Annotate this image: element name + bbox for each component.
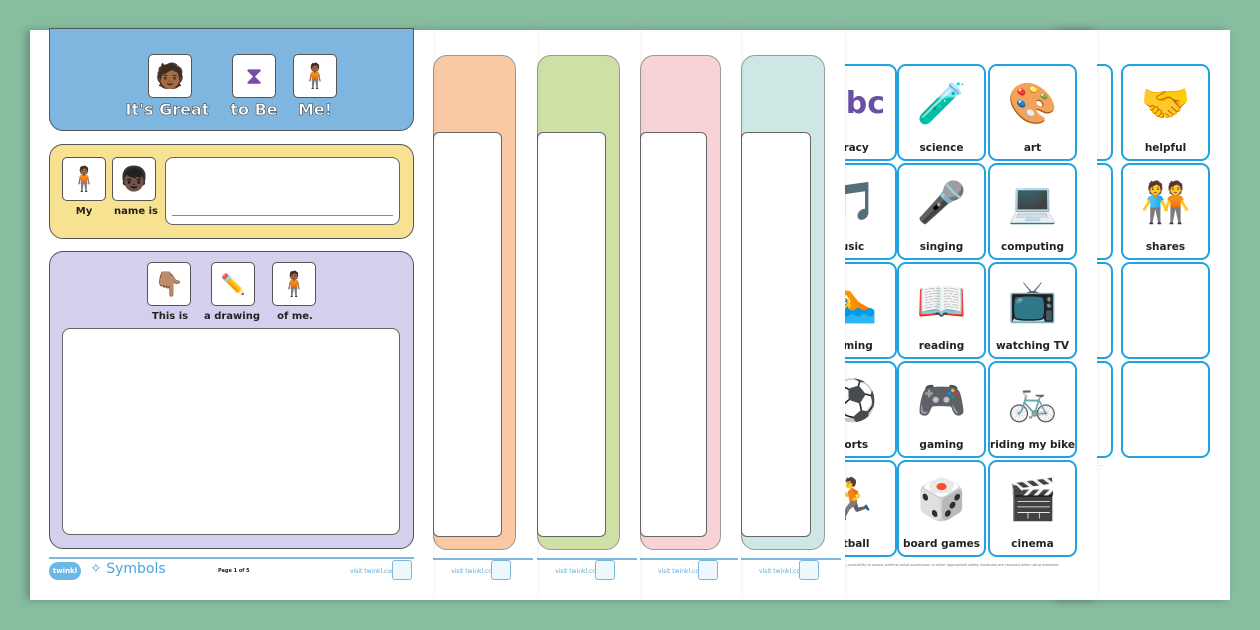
visit-link[interactable]: visit twinkl.com (350, 568, 397, 575)
twinkl-badge-icon (799, 560, 819, 580)
card-caption: watching TV (995, 340, 1070, 352)
activity-card: 🎨 art (988, 64, 1077, 161)
teal-page: visit twinkl.com (741, 30, 845, 600)
name-word: My (75, 206, 93, 217)
card-caption: board games (902, 538, 981, 550)
header-word: Me! (297, 100, 333, 120)
card-caption: gaming (919, 439, 964, 451)
activity-card: abc eracy (845, 64, 897, 161)
card-caption: mming (845, 340, 873, 352)
activity-card: 🏊 mming (845, 262, 897, 359)
back-disclaimer: ... (1100, 462, 1104, 467)
card-caption: science (919, 142, 964, 154)
activity-card: 🎲 board games (897, 460, 986, 557)
sparkle-icon: ✧ (90, 561, 102, 577)
card-caption: ports (845, 439, 869, 451)
person-icon: 🧍🏾 (62, 157, 106, 201)
card-caption: usic (845, 241, 865, 253)
activity-card: 🎮 gaming (897, 361, 986, 458)
back-activity-card (1121, 262, 1210, 359)
activity-card: 🚲 riding my bike (988, 361, 1077, 458)
activity-card: 🎬 cinema (988, 460, 1077, 557)
header-word: to Be (230, 100, 278, 120)
person-icon: 🧍🏾 (272, 262, 316, 306)
twinkl-badge-icon (595, 560, 615, 580)
card-caption: helpful (1144, 142, 1187, 154)
twinkl-badge-icon (392, 560, 412, 580)
drawing-word: of me. (277, 311, 313, 322)
card-picture-icon: 📖 (916, 279, 967, 325)
card-picture-icon: 🚲 (1007, 378, 1058, 424)
card-caption: computing (1001, 241, 1064, 253)
card-picture-icon: 🏊 (845, 272, 895, 332)
card-caption: otball (845, 538, 870, 550)
name-input[interactable] (165, 157, 400, 225)
activity-card-page: abc eracy 🧪 science 🎨 art 🎵 usic 🎤 singing 💻 comput… (845, 30, 1097, 600)
activity-card: 🎵 usic (845, 163, 897, 260)
green-page: visit twinkl.com (537, 30, 640, 600)
hourglass-icon: ⧗ (232, 54, 276, 98)
name-word: name is (114, 206, 158, 217)
card-picture-icon: 🎨 (1007, 81, 1058, 127)
pink-page: visit twinkl.com (640, 30, 741, 600)
child-icon: 👦🏿 (112, 157, 156, 201)
hand-pointing-icon: 👇🏽 (147, 262, 191, 306)
front-page: 🧑🏾 ⧗ 🧍🏾 It's Great to Be Me! 🧍🏾 👦🏿 My na… (30, 28, 433, 600)
card-picture-icon: 💻 (1007, 180, 1058, 226)
drawing-icon: ✏️ (211, 262, 255, 306)
visit-link[interactable]: visit twinkl.com (658, 568, 705, 575)
card-picture-icon: 🧑‍🤝‍🧑 (1140, 180, 1191, 226)
page-number: Page 1 of 5 (218, 568, 250, 574)
card-picture-icon: 🎲 (916, 477, 967, 523)
header-word: It's Great (125, 100, 210, 120)
card-caption: eracy (845, 142, 869, 154)
card-caption: cinema (1011, 538, 1054, 550)
visit-link[interactable]: visit twinkl.com (555, 568, 602, 575)
activity-card: 💻 computing (988, 163, 1077, 260)
visit-link[interactable]: visit twinkl.com (451, 568, 498, 575)
person-icon: 🧍🏾 (293, 54, 337, 98)
card-picture-icon: ⚽ (845, 371, 895, 431)
activity-card: ⚽ ports (845, 361, 897, 458)
back-activity-card: 🤝 helpful (1121, 64, 1210, 161)
card-caption: riding my bike (990, 439, 1075, 451)
symbols-brand: ✧ Symbols (90, 561, 166, 577)
card-picture-icon: 🤝 (1140, 81, 1191, 127)
card-picture-icon: 🧪 (916, 81, 967, 127)
face-icon: 🧑🏾 (148, 54, 192, 98)
activity-card: 🎤 singing (897, 163, 986, 260)
activity-card: 📖 reading (897, 262, 986, 359)
drawing-word: a drawing (203, 311, 260, 322)
card-caption: shares (1145, 241, 1186, 253)
card-picture-icon: 🎬 (1007, 477, 1058, 523)
card-picture-icon: 🎵 (845, 173, 895, 233)
card-caption: art (1023, 142, 1042, 154)
card-disclaimer: ...ponsibility to assess whether adult s… (845, 563, 1060, 567)
header-panel (49, 28, 414, 131)
orange-page: visit twinkl.com (433, 30, 537, 600)
twinkl-badge-icon (698, 560, 718, 580)
card-picture-icon: 🎤 (916, 180, 967, 226)
drawing-area[interactable] (62, 328, 400, 535)
activity-card: 🏃 otball (845, 460, 897, 557)
back-activity-card: 🧑‍🤝‍🧑 shares (1121, 163, 1210, 260)
card-picture-icon: abc (845, 86, 885, 121)
card-caption: singing (919, 241, 964, 253)
card-caption: reading (918, 340, 965, 352)
visit-link[interactable]: visit twinkl.com (759, 568, 806, 575)
twinkl-logo: twinkl (49, 562, 81, 580)
back-activity-card (1121, 361, 1210, 458)
activity-card: 📺 watching TV (988, 262, 1077, 359)
brand-text: Symbols (106, 561, 166, 577)
card-picture-icon: 🏃 (845, 470, 895, 530)
activity-card: 🧪 science (897, 64, 986, 161)
twinkl-badge-icon (491, 560, 511, 580)
card-picture-icon: 🎮 (916, 378, 967, 424)
card-picture-icon: 📺 (1007, 279, 1058, 325)
drawing-word: This is (151, 311, 189, 322)
